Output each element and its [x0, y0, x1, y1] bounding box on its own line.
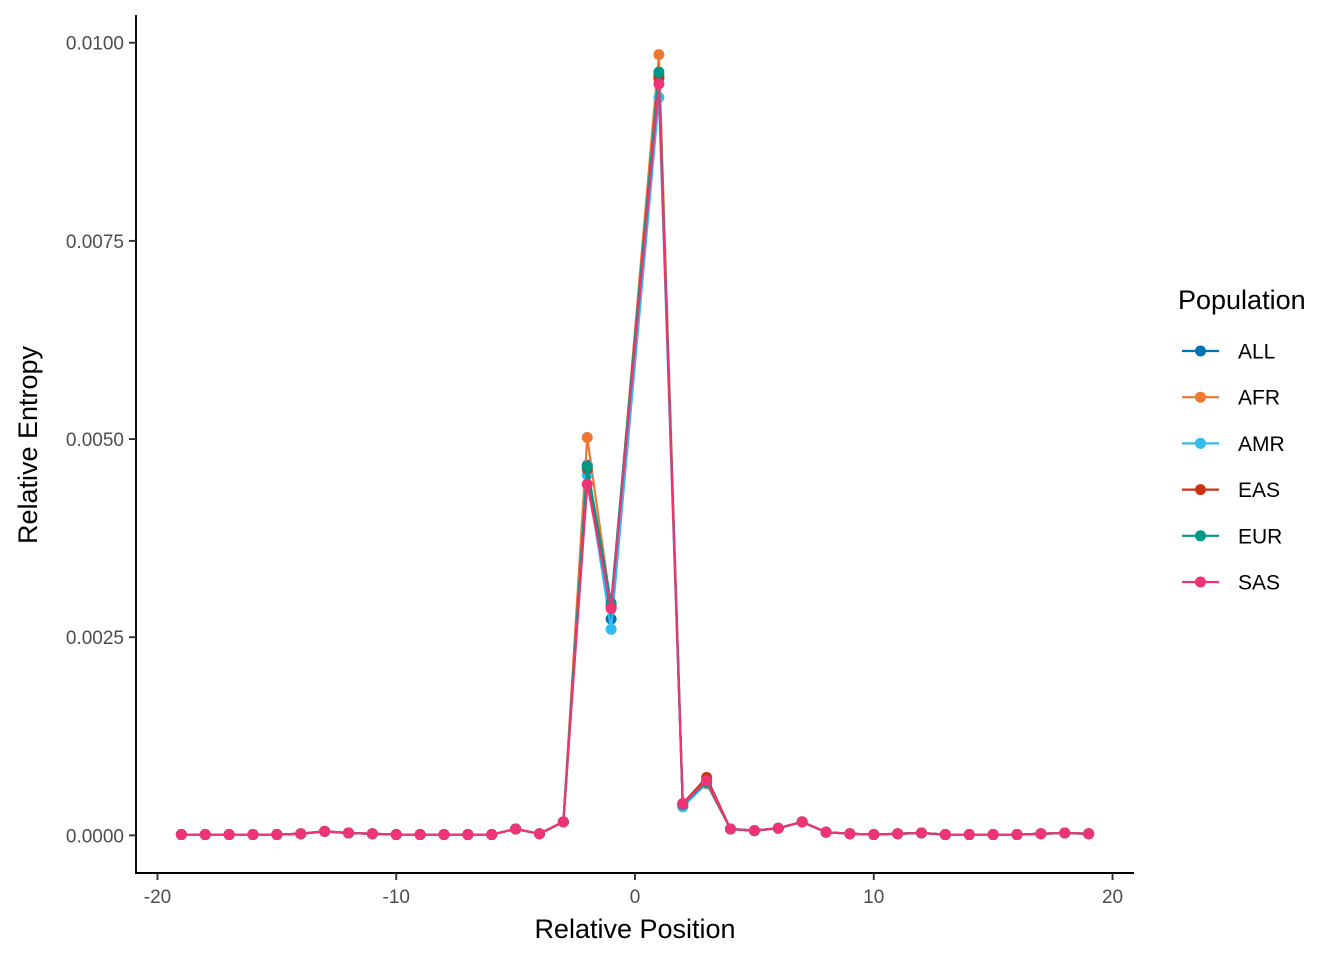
data-point-sas: [247, 829, 259, 841]
x-tick-label: 20: [1102, 887, 1123, 908]
data-point-sas: [916, 827, 928, 839]
data-point-sas: [390, 829, 402, 841]
ticks-layer: -20 -10 0 10 20 0.0000 0.0025 0.0050 0.0075 0.010…: [66, 34, 1123, 908]
data-point-sas: [581, 478, 593, 490]
series-line-sas: [181, 82, 1089, 836]
legend-key-point: [1195, 391, 1206, 403]
legend-item-afr: AFR: [1182, 387, 1280, 410]
data-point-sas: [342, 827, 354, 839]
data-point-sas: [796, 816, 808, 828]
data-point-sas: [486, 829, 498, 841]
data-point-afr: [653, 49, 665, 61]
y-tick-label: 0.0000: [66, 826, 124, 847]
data-point-sas: [533, 828, 545, 840]
data-point-sas: [653, 78, 665, 90]
series-line-eur: [181, 70, 1089, 836]
series-layer: [175, 49, 1095, 841]
data-point-sas: [557, 816, 569, 828]
data-point-sas: [772, 822, 784, 834]
data-point-sas: [366, 828, 378, 840]
series-sas: [175, 78, 1095, 841]
data-point-sas: [748, 825, 760, 837]
data-point-sas: [1035, 828, 1047, 840]
series-afr: [175, 49, 1095, 841]
legend-title: Population: [1178, 285, 1306, 315]
y-tick-label: 0.0025: [66, 628, 124, 649]
legend-label: AMR: [1238, 433, 1285, 456]
legend-key-point: [1195, 345, 1206, 357]
series-eur: [175, 66, 1095, 841]
legend-key-point: [1195, 437, 1206, 449]
data-point-sas: [939, 829, 951, 841]
data-point-sas: [820, 826, 832, 838]
legend-item-eas: EAS: [1182, 479, 1280, 502]
data-point-amr: [605, 623, 617, 635]
data-point-sas: [1011, 829, 1023, 841]
series-amr: [175, 91, 1095, 841]
legend-item-amr: AMR: [1182, 433, 1285, 456]
data-point-eur: [653, 66, 665, 78]
data-point-sas: [987, 829, 999, 841]
data-point-eur: [581, 461, 593, 473]
legend-key-point: [1195, 484, 1206, 496]
y-tick-label: 0.0100: [66, 34, 124, 55]
y-tick-label: 0.0075: [66, 232, 124, 253]
data-point-sas: [1059, 827, 1071, 839]
data-point-sas: [199, 829, 211, 841]
data-point-sas: [223, 829, 235, 841]
data-point-sas: [892, 828, 904, 840]
data-point-sas: [725, 823, 737, 835]
data-point-sas: [510, 823, 522, 835]
legend-label: EAS: [1238, 479, 1280, 502]
series-eas: [175, 72, 1095, 841]
data-point-sas: [844, 828, 856, 840]
legend-item-eur: EUR: [1182, 525, 1282, 548]
data-point-sas: [271, 829, 283, 841]
x-axis-title: Relative Position: [534, 914, 735, 944]
data-point-sas: [1083, 828, 1095, 840]
data-point-sas: [605, 603, 617, 615]
legend-label: ALL: [1238, 341, 1275, 364]
data-point-sas: [701, 775, 713, 787]
data-point-sas: [295, 828, 307, 840]
y-tick-label: 0.0050: [66, 430, 124, 451]
series-line-eas: [181, 77, 1089, 836]
data-point-sas: [868, 829, 880, 841]
axes-layer: [135, 15, 1134, 874]
legend-key-point: [1195, 576, 1206, 588]
data-point-sas: [677, 798, 689, 810]
legend: Population ALL AFR AMR EAS EUR SAS: [1178, 285, 1306, 595]
x-tick-label: 0: [630, 887, 641, 908]
x-tick-label: -10: [383, 887, 410, 908]
data-point-sas: [414, 829, 426, 841]
legend-label: SAS: [1238, 572, 1280, 595]
data-point-afr: [581, 431, 593, 443]
data-point-sas: [438, 829, 450, 841]
data-point-sas: [462, 829, 474, 841]
data-point-sas: [175, 829, 187, 841]
legend-items: ALL AFR AMR EAS EUR SAS: [1182, 341, 1285, 595]
series-line-all: [181, 74, 1089, 836]
series-all: [175, 70, 1095, 841]
data-point-sas: [963, 829, 975, 841]
data-point-sas: [319, 825, 331, 837]
y-axis-title: Relative Entropy: [13, 345, 43, 544]
series-line-afr: [181, 53, 1089, 836]
legend-item-all: ALL: [1182, 341, 1275, 364]
legend-label: AFR: [1238, 387, 1280, 410]
x-tick-label: 10: [863, 887, 884, 908]
legend-item-sas: SAS: [1182, 572, 1280, 595]
series-line-amr: [181, 96, 1089, 836]
legend-key-point: [1195, 530, 1206, 542]
legend-label: EUR: [1238, 525, 1282, 548]
x-tick-label: -20: [144, 887, 171, 908]
